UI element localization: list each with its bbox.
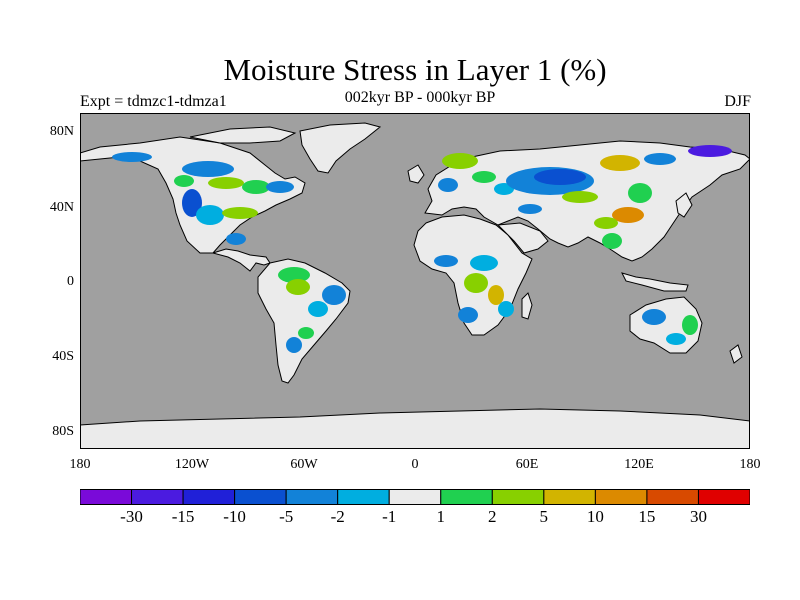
experiment-label: Expt = tdmzc1-tdmza1 xyxy=(80,93,227,110)
land-antarctica xyxy=(80,408,750,449)
anomaly-patches xyxy=(112,145,732,353)
legend-label-6: 1 xyxy=(436,507,446,526)
color-legend xyxy=(80,489,750,505)
legend-label-10: 15 xyxy=(638,507,656,526)
land-japan xyxy=(675,192,693,218)
land-arctic-islands xyxy=(189,126,297,144)
legend-swatch-11 xyxy=(646,489,699,505)
lat-tick-80s: 80S xyxy=(52,424,74,439)
land-indonesia xyxy=(621,272,689,292)
land-central-america xyxy=(211,248,271,272)
lon-tick-180e: 180 xyxy=(739,457,761,472)
lon-tick-60e: 60E xyxy=(515,457,539,472)
season-label: DJF xyxy=(724,93,751,110)
lon-tick-0: 0 xyxy=(411,457,419,472)
legend-swatch-2 xyxy=(182,489,236,505)
lat-tick-80n: 80N xyxy=(49,124,74,139)
land-arabia xyxy=(496,222,549,254)
legend-swatch-4 xyxy=(285,489,339,505)
legend-swatch-12 xyxy=(697,489,750,505)
legend-label-5: -1 xyxy=(382,507,397,526)
lat-tick-40n: 40N xyxy=(49,200,74,215)
world-map xyxy=(80,113,750,449)
lat-tick-0: 0 xyxy=(67,274,74,289)
legend-swatch-1 xyxy=(131,489,184,505)
lon-tick-120e: 120E xyxy=(624,457,654,472)
legend-label-8: 5 xyxy=(539,507,549,526)
land-greenland xyxy=(299,122,382,174)
lon-tick-120w: 120W xyxy=(174,457,210,472)
legend-swatch-3 xyxy=(234,489,287,505)
lon-tick-180w: 180 xyxy=(69,457,91,472)
land-new-zealand xyxy=(729,344,743,364)
legend-swatch-8 xyxy=(491,489,545,505)
legend-swatch-9 xyxy=(543,489,596,505)
legend-label-4: -2 xyxy=(330,507,345,526)
legend-label-11: 30 xyxy=(690,507,707,526)
lon-tick-60w: 60W xyxy=(290,457,318,472)
period-label: 002kyr BP - 000kyr BP xyxy=(344,89,496,106)
legend-swatch-6 xyxy=(388,489,442,505)
plot-title: Moisture Stress in Layer 1 (%) xyxy=(223,52,607,87)
legend-label-7: 2 xyxy=(488,507,497,526)
legend-label-2: -10 xyxy=(223,507,246,526)
legend-swatch-7 xyxy=(440,489,493,505)
land-british-isles xyxy=(407,164,425,184)
legend-swatch-10 xyxy=(594,489,648,505)
legend-swatch-5 xyxy=(337,489,390,505)
map-frame xyxy=(80,113,750,449)
legend-swatch-0 xyxy=(80,489,133,505)
legend-label-9: 10 xyxy=(586,507,604,526)
legend-label-0: -30 xyxy=(120,507,143,526)
land-madagascar xyxy=(521,292,533,320)
lat-tick-40s: 40S xyxy=(52,349,74,364)
legend-label-3: -5 xyxy=(279,507,294,526)
legend-label-1: -15 xyxy=(171,507,195,526)
